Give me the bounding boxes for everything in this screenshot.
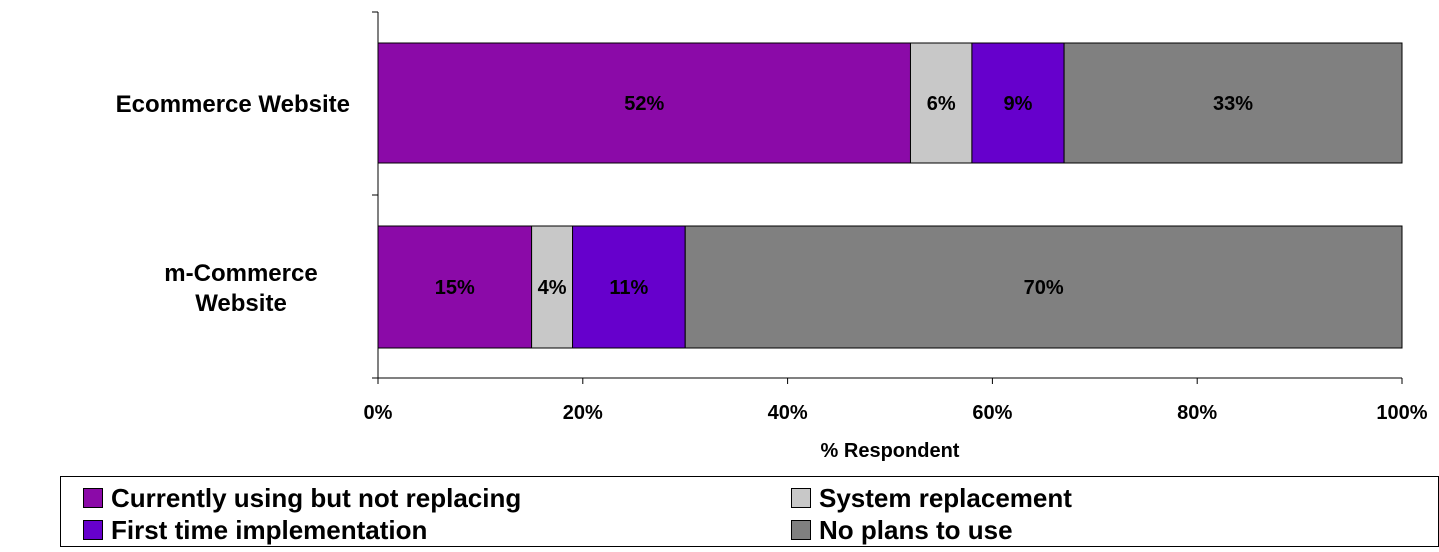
- legend-swatch-no-plans: [791, 520, 811, 540]
- legend-item-system-replacement: System replacement: [791, 483, 1072, 513]
- bar-label-ecommerce-website-system-replacement: 6%: [927, 93, 956, 115]
- bar-label-m-commerce-website-system-replacement: 4%: [538, 277, 567, 299]
- category-label-m-commerce-website-line-0: m-Commerce: [164, 260, 317, 287]
- x-tick-label-5: 100%: [1376, 402, 1427, 424]
- legend-item-first-time: First time implementation: [83, 515, 427, 545]
- category-label-ecommerce-website: Ecommerce Website: [116, 91, 350, 118]
- bar-label-m-commerce-website-no-plans-to-use: 70%: [1024, 277, 1064, 299]
- legend-item-no-plans: No plans to use: [791, 515, 1013, 545]
- legend-label-no-plans: No plans to use: [819, 514, 1013, 545]
- x-tick-label-4: 80%: [1177, 402, 1217, 424]
- bar-m-commerce-website-first-time-implementation: [572, 225, 686, 349]
- bar-ecommerce-website-no-plans-to-use: [1063, 42, 1403, 164]
- chart-legend: Currently using but not replacing First …: [60, 476, 1439, 547]
- bar-m-commerce-website-currently-using-but-not-replacing: [377, 225, 533, 349]
- legend-label-system-replacement: System replacement: [819, 482, 1072, 513]
- bar-ecommerce-website-currently-using-but-not-replacing: [377, 42, 911, 164]
- bar-m-commerce-website-no-plans-to-use: [684, 225, 1403, 349]
- bar-label-ecommerce-website-no-plans-to-use: 33%: [1213, 93, 1253, 115]
- bar-label-m-commerce-website-currently-using-but-not-replacing: 15%: [435, 277, 475, 299]
- legend-label-currently-using: Currently using but not replacing: [111, 482, 522, 513]
- x-tick-label-1: 20%: [563, 402, 603, 424]
- legend-swatch-first-time: [83, 520, 103, 540]
- x-tick-label-2: 40%: [768, 402, 808, 424]
- legend-swatch-system-replacement: [791, 488, 811, 508]
- x-axis-title: % Respondent: [821, 440, 960, 462]
- bar-label-m-commerce-website-first-time-implementation: 11%: [609, 277, 648, 299]
- x-tick-label-3: 60%: [972, 402, 1012, 424]
- x-tick-label-0: 0%: [364, 402, 393, 424]
- bar-label-ecommerce-website-currently-using-but-not-replacing: 52%: [624, 93, 664, 115]
- bar-m-commerce-website-system-replacement: [531, 225, 574, 349]
- bar-label-ecommerce-website-first-time-implementation: 9%: [1004, 93, 1033, 115]
- legend-item-currently-using: Currently using but not replacing: [83, 483, 521, 513]
- legend-label-first-time: First time implementation: [111, 514, 428, 545]
- category-label-m-commerce-website-line-1: Website: [195, 290, 287, 317]
- legend-swatch-currently-using: [83, 488, 103, 508]
- bar-ecommerce-website-first-time-implementation: [971, 42, 1065, 164]
- bar-ecommerce-website-system-replacement: [909, 42, 973, 164]
